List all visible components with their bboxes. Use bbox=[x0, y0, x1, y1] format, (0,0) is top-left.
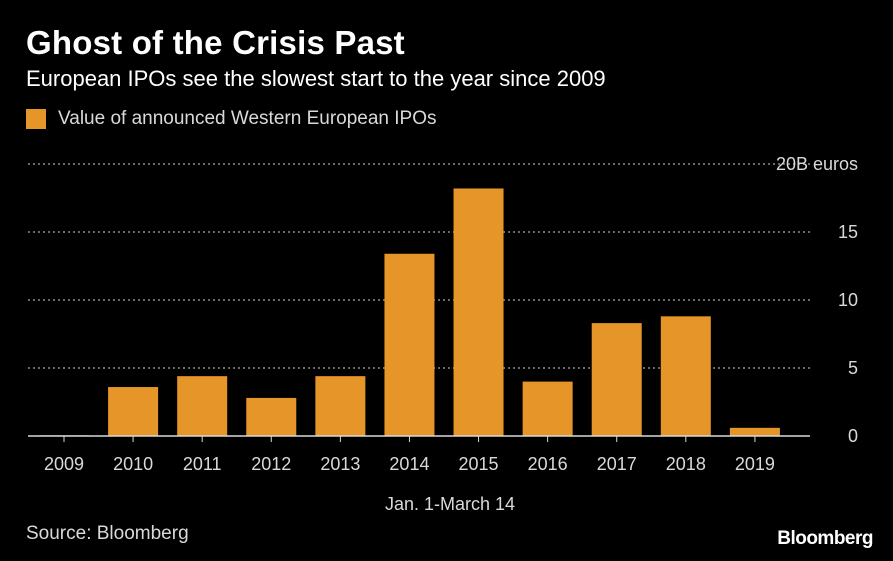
y-tick-label: 5 bbox=[848, 358, 858, 378]
y-tick-label: 20B euros bbox=[776, 154, 858, 174]
bar-2010 bbox=[108, 387, 159, 436]
bar-2018 bbox=[660, 316, 711, 436]
legend-label: Value of announced Western European IPOs bbox=[58, 108, 437, 129]
y-tick-label: 0 bbox=[848, 426, 858, 446]
bar-2019 bbox=[729, 427, 780, 436]
y-tick-label: 10 bbox=[838, 290, 858, 310]
bar-2015 bbox=[453, 188, 504, 436]
x-tick-label: 2018 bbox=[666, 454, 706, 474]
bar-2016 bbox=[522, 381, 573, 436]
x-tick-label: 2016 bbox=[528, 454, 568, 474]
x-tick-label: 2013 bbox=[320, 454, 360, 474]
bar-2011 bbox=[177, 376, 228, 436]
axes: 0 5 10 15 20B euros 2009 2010 2011 2012 2013 2014 2… bbox=[28, 154, 858, 474]
x-tick-label: 2014 bbox=[389, 454, 429, 474]
bar-2012 bbox=[246, 397, 297, 436]
source-note: Source: Bloomberg bbox=[26, 523, 189, 544]
x-tick-label: 2019 bbox=[735, 454, 775, 474]
legend-swatch bbox=[26, 109, 46, 129]
x-tick-label: 2017 bbox=[597, 454, 637, 474]
y-tick-label: 15 bbox=[838, 222, 858, 242]
bloomberg-logo: Bloomberg bbox=[777, 528, 873, 549]
x-tick-label: 2010 bbox=[113, 454, 153, 474]
bar-2013 bbox=[315, 376, 366, 436]
x-tick-label: 2012 bbox=[251, 454, 291, 474]
bar-2017 bbox=[591, 323, 642, 436]
legend: Value of announced Western European IPOs bbox=[26, 108, 437, 130]
x-tick-label: 2011 bbox=[183, 454, 222, 474]
x-tick-label: 2009 bbox=[44, 454, 84, 474]
x-axis-label: Jan. 1-March 14 bbox=[385, 494, 515, 514]
bar-2014 bbox=[384, 253, 435, 436]
chart-title: Ghost of the Crisis Past bbox=[26, 24, 405, 61]
bars bbox=[39, 188, 780, 437]
chart-subtitle: European IPOs see the slowest start to t… bbox=[26, 66, 606, 91]
x-tick-label: 2015 bbox=[459, 454, 499, 474]
